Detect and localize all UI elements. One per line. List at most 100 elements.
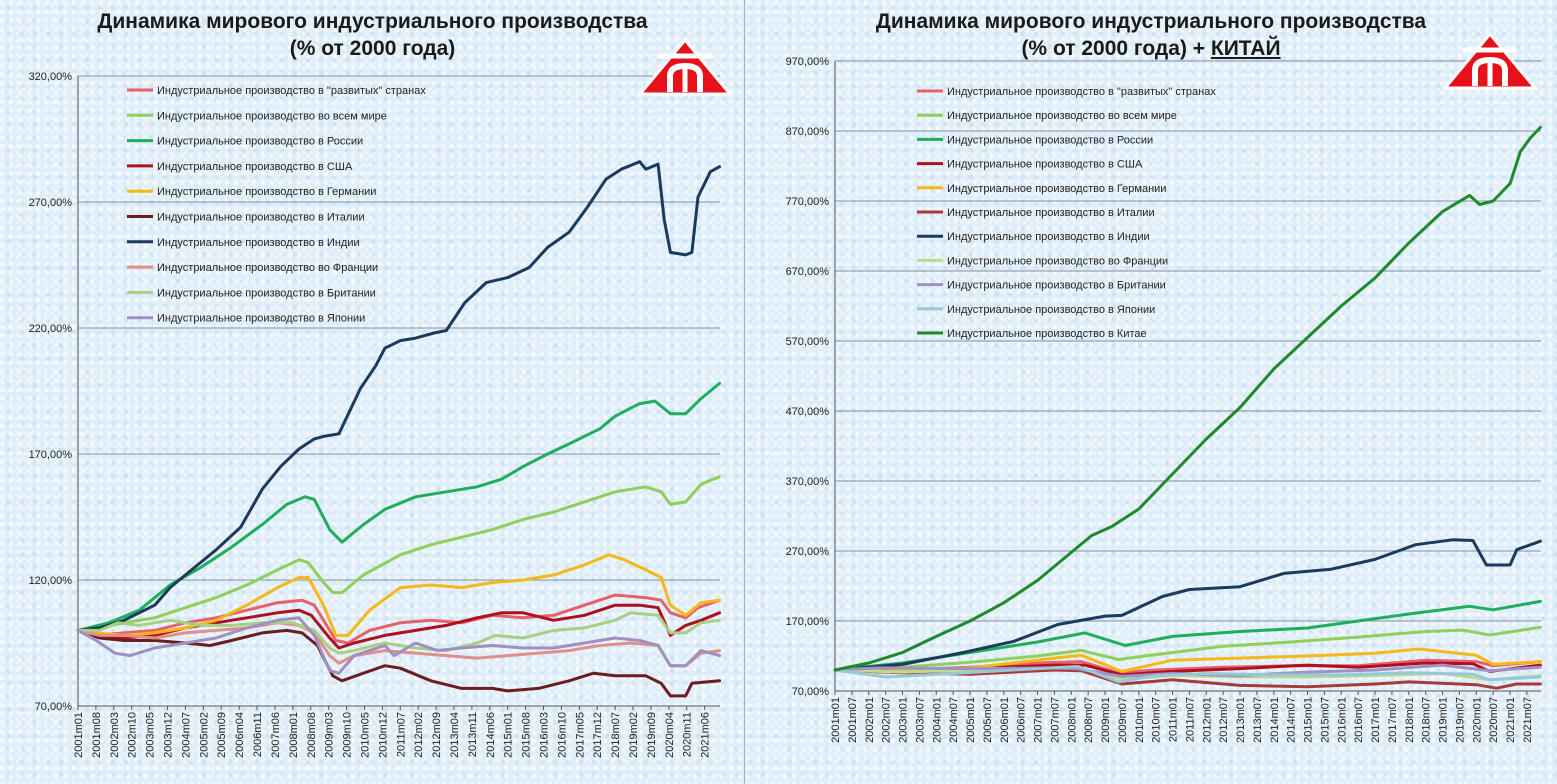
series-line-germany bbox=[76, 553, 721, 637]
legend-label-germany: Индустриальное производство в Германии bbox=[157, 186, 376, 198]
left-chart-title: Динамика мирового индустриального произв… bbox=[0, 8, 745, 62]
x-tick-label: 2018m01 bbox=[1404, 697, 1416, 743]
legend-label-britain_right: Индустриальное производство в Британии bbox=[947, 280, 1166, 292]
left-chart: 70,00% 120,00% 170,00% 220,00% 270,00% 320,00… bbox=[29, 71, 721, 758]
legend-label-russia: Индустриальное производство в России bbox=[157, 136, 363, 148]
x-tick-label: 2015m01 bbox=[503, 712, 515, 758]
x-tick-label: 2005m02 bbox=[198, 712, 210, 758]
x-tick-label: 2003m05 bbox=[145, 712, 157, 758]
y-tick-label: 970,00% bbox=[786, 56, 830, 68]
x-tick-label: 2008m01 bbox=[288, 712, 300, 758]
x-tick-label: 2012m02 bbox=[413, 712, 425, 758]
x-tick-label: 2014m01 bbox=[1269, 697, 1281, 743]
x-tick-label: 2003m07 bbox=[914, 697, 926, 743]
y-tick-label: 120,00% bbox=[29, 575, 73, 587]
x-tick-label: 2004m01 bbox=[931, 697, 943, 743]
x-tick-label: 2020m01 bbox=[1471, 697, 1483, 743]
x-tick-label: 2018m07 bbox=[1421, 697, 1433, 743]
left-chart-title-line2: (% от 2000 года) bbox=[289, 37, 456, 60]
x-tick-label: 2021m06 bbox=[700, 712, 712, 758]
x-tick-label: 2009m01 bbox=[1100, 697, 1112, 743]
x-tick-label: 2007m06 bbox=[270, 712, 282, 758]
right-chart: 70,00% 170,00% 270,00% 370,00% 470,00% 570,00… bbox=[786, 56, 1542, 743]
x-tick-label: 2012m01 bbox=[1201, 697, 1213, 743]
x-tick-label: 2017m05 bbox=[574, 712, 586, 758]
x-tick-label: 2015m08 bbox=[521, 712, 533, 758]
x-tick-label: 2014m07 bbox=[1286, 697, 1298, 743]
right-chart-title-line2-text: (% от 2000 года) + bbox=[1021, 37, 1211, 60]
y-tick-label: 270,00% bbox=[29, 197, 73, 209]
legend-label-usa: Индустриальное производство в США bbox=[157, 161, 353, 173]
x-tick-label: 2016m03 bbox=[539, 712, 551, 758]
legend-label-japan: Индустриальное производство в Японии bbox=[157, 313, 365, 325]
y-tick-label: 370,00% bbox=[786, 476, 830, 488]
x-tick-label: 2021m07 bbox=[1522, 697, 1534, 743]
x-tick-label: 2009m10 bbox=[342, 712, 354, 758]
series-line-world bbox=[833, 625, 1542, 672]
series-line-world bbox=[76, 475, 721, 632]
legend-label-india: Индустриальное производство в Индии bbox=[157, 237, 360, 249]
legend-label-russia: Индустриальное производство в России bbox=[947, 134, 1153, 146]
series-line-india bbox=[833, 538, 1542, 672]
legend-label-germany: Индустриальное производство в Германии bbox=[947, 183, 1166, 195]
series-line-russia bbox=[833, 599, 1542, 672]
series-line-japan bbox=[76, 616, 721, 675]
x-tick-label: 2017m12 bbox=[592, 712, 604, 758]
x-tick-label: 2015m01 bbox=[1303, 697, 1315, 743]
legend-label-britain: Индустриальное производство в Британии bbox=[157, 287, 376, 299]
legend-label-usa: Индустриальное производство в США bbox=[947, 159, 1143, 171]
x-tick-label: 2010m01 bbox=[1134, 697, 1146, 743]
series-line-russia bbox=[76, 381, 721, 632]
x-tick-label: 2004m07 bbox=[180, 712, 192, 758]
x-tick-label: 2016m01 bbox=[1336, 697, 1348, 743]
x-tick-label: 2005m01 bbox=[965, 697, 977, 743]
x-tick-label: 2010m05 bbox=[359, 712, 371, 758]
x-tick-label: 2006m01 bbox=[999, 697, 1011, 743]
x-tick-label: 2007m01 bbox=[1033, 697, 1045, 743]
series-line-india bbox=[76, 160, 721, 632]
x-tick-label: 2013m01 bbox=[1235, 697, 1247, 743]
series-line-italy_right bbox=[833, 668, 1542, 690]
legend-label-italy_right: Индустриальное производство в Италии bbox=[947, 207, 1155, 219]
legend-label-developed: Индустриальное производство в "развитых"… bbox=[157, 85, 426, 97]
left-chart-panel: Динамика мирового индустриального произв… bbox=[0, 0, 745, 784]
x-tick-label: 2008m08 bbox=[306, 712, 318, 758]
x-tick-label: 2018m07 bbox=[610, 712, 622, 758]
x-tick-label: 2007m07 bbox=[1049, 697, 1061, 743]
x-tick-label: 2013m07 bbox=[1252, 697, 1264, 743]
y-tick-label: 770,00% bbox=[786, 196, 830, 208]
legend-label-france: Индустриальное производство во Франции bbox=[157, 262, 378, 274]
y-tick-label: 470,00% bbox=[786, 406, 830, 418]
left-chart-title-line1: Динамика мирового индустриального произв… bbox=[97, 10, 648, 33]
x-tick-label: 2011m07 bbox=[1184, 697, 1196, 742]
x-tick-label: 2019m02 bbox=[628, 712, 640, 758]
y-tick-label: 320,00% bbox=[29, 71, 73, 83]
x-tick-label: 2016m10 bbox=[556, 712, 568, 758]
x-tick-label: 2011m07 bbox=[395, 712, 407, 757]
x-tick-label: 2009m07 bbox=[1117, 697, 1129, 743]
panel-divider bbox=[744, 0, 745, 784]
y-tick-label: 170,00% bbox=[29, 449, 73, 461]
x-tick-label: 2020m11 bbox=[682, 712, 694, 757]
x-tick-label: 2017m01 bbox=[1370, 697, 1382, 743]
y-tick-label: 170,00% bbox=[786, 616, 830, 628]
y-tick-label: 570,00% bbox=[786, 336, 830, 348]
x-tick-label: 2003m12 bbox=[163, 712, 175, 758]
legend-label-japan_right: Индустриальное производство в Японии bbox=[947, 304, 1155, 316]
series-line-developed bbox=[76, 593, 721, 645]
right-chart-title-china: КИТАЙ bbox=[1210, 37, 1281, 60]
x-tick-label: 2010m07 bbox=[1151, 697, 1163, 743]
x-tick-label: 2001m08 bbox=[91, 712, 103, 758]
legend-label-china: Индустриальное производство в Китае bbox=[947, 328, 1147, 340]
x-tick-label: 2001m07 bbox=[847, 697, 859, 743]
x-tick-label: 2012m09 bbox=[431, 712, 443, 758]
series-line-germany bbox=[833, 647, 1542, 673]
x-tick-label: 2004m07 bbox=[948, 697, 960, 743]
series-line-japan_right bbox=[833, 665, 1542, 684]
legend-label-developed: Индустриальное производство в "развитых"… bbox=[947, 86, 1216, 98]
right-chart-title-line2: (% от 2000 года) + КИТАЙ bbox=[745, 35, 1557, 62]
x-tick-label: 2001m01 bbox=[830, 697, 842, 743]
legend-label-india: Индустриальное производство в Индии bbox=[947, 231, 1150, 243]
x-tick-label: 2016m07 bbox=[1353, 697, 1365, 743]
y-tick-label: 670,00% bbox=[786, 266, 830, 278]
